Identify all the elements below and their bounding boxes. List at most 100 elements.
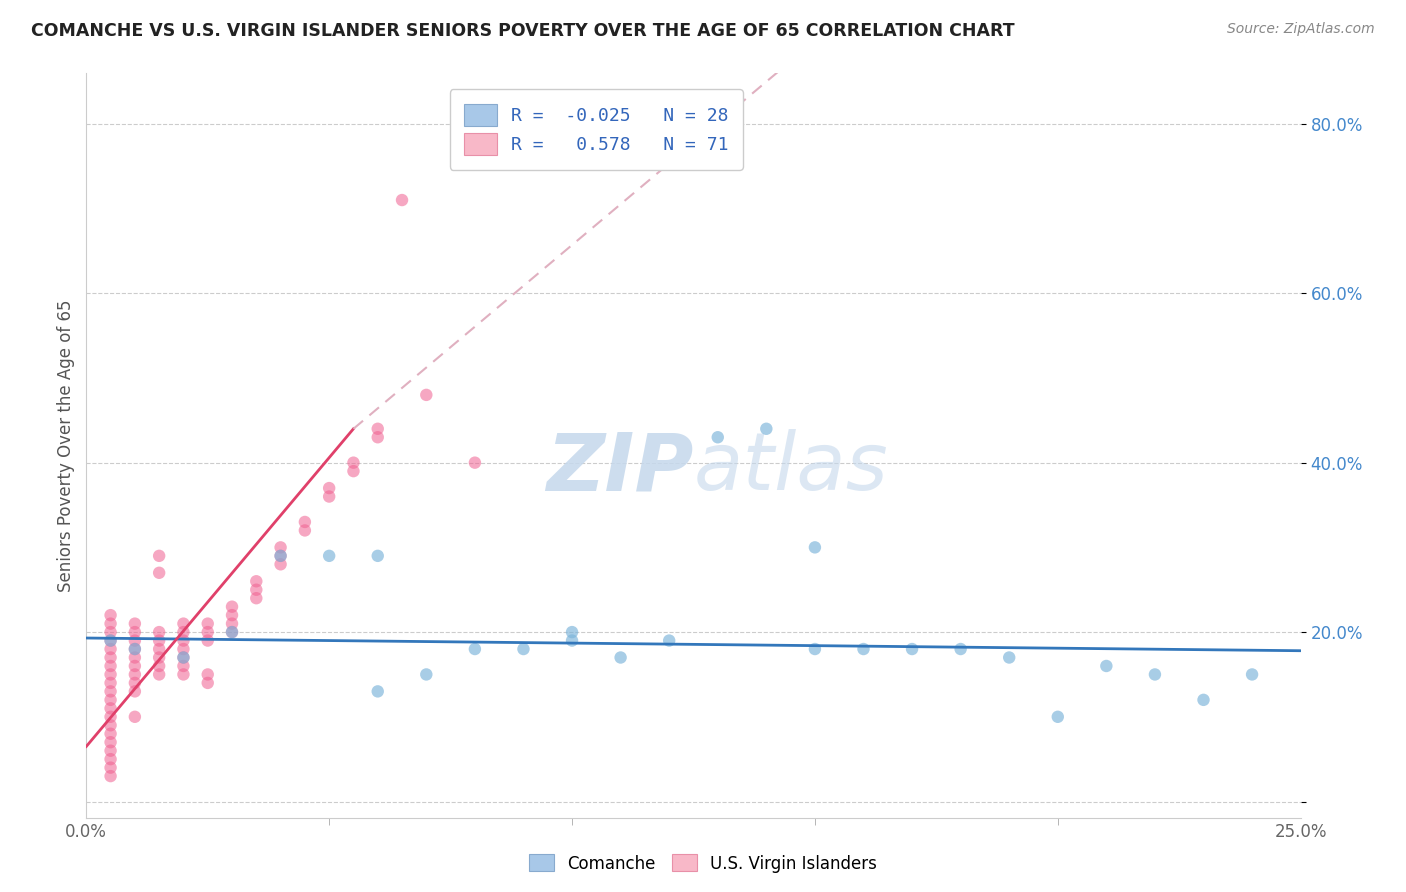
Legend: R =  -0.025   N = 28, R =   0.578   N = 71: R = -0.025 N = 28, R = 0.578 N = 71 bbox=[450, 89, 742, 169]
Text: COMANCHE VS U.S. VIRGIN ISLANDER SENIORS POVERTY OVER THE AGE OF 65 CORRELATION : COMANCHE VS U.S. VIRGIN ISLANDER SENIORS… bbox=[31, 22, 1015, 40]
Point bbox=[100, 710, 122, 724]
Point bbox=[512, 642, 534, 657]
Point bbox=[100, 659, 122, 673]
Point bbox=[949, 642, 972, 657]
Point bbox=[124, 625, 146, 640]
Point bbox=[1241, 667, 1264, 681]
Text: ZIP: ZIP bbox=[546, 429, 693, 507]
Point bbox=[148, 566, 170, 580]
Point bbox=[100, 642, 122, 657]
Point bbox=[124, 676, 146, 690]
Point bbox=[148, 650, 170, 665]
Point bbox=[100, 727, 122, 741]
Point bbox=[706, 430, 728, 444]
Point bbox=[100, 701, 122, 715]
Point bbox=[294, 524, 316, 538]
Point bbox=[391, 193, 413, 207]
Point bbox=[221, 625, 243, 640]
Point bbox=[367, 422, 389, 436]
Point bbox=[172, 667, 194, 681]
Point bbox=[100, 735, 122, 749]
Point bbox=[100, 693, 122, 707]
Point bbox=[148, 633, 170, 648]
Point bbox=[100, 625, 122, 640]
Point bbox=[172, 625, 194, 640]
Point bbox=[464, 642, 486, 657]
Point bbox=[197, 616, 219, 631]
Point bbox=[852, 642, 875, 657]
Point bbox=[270, 549, 292, 563]
Point bbox=[221, 608, 243, 623]
Point bbox=[100, 608, 122, 623]
Point bbox=[221, 616, 243, 631]
Point bbox=[804, 541, 827, 555]
Point bbox=[367, 684, 389, 698]
Point bbox=[100, 616, 122, 631]
Point bbox=[998, 650, 1021, 665]
Point bbox=[124, 633, 146, 648]
Point bbox=[1046, 710, 1069, 724]
Point bbox=[172, 633, 194, 648]
Point bbox=[415, 388, 437, 402]
Point bbox=[270, 549, 292, 563]
Point bbox=[415, 667, 437, 681]
Point bbox=[270, 541, 292, 555]
Point bbox=[100, 633, 122, 648]
Point bbox=[124, 650, 146, 665]
Point bbox=[124, 616, 146, 631]
Point bbox=[148, 549, 170, 563]
Point bbox=[124, 684, 146, 698]
Point bbox=[148, 659, 170, 673]
Point bbox=[100, 761, 122, 775]
Point bbox=[124, 642, 146, 657]
Point bbox=[294, 515, 316, 529]
Y-axis label: Seniors Poverty Over the Age of 65: Seniors Poverty Over the Age of 65 bbox=[58, 300, 75, 592]
Point bbox=[197, 676, 219, 690]
Point bbox=[221, 599, 243, 614]
Point bbox=[609, 650, 631, 665]
Text: Source: ZipAtlas.com: Source: ZipAtlas.com bbox=[1227, 22, 1375, 37]
Point bbox=[124, 642, 146, 657]
Point bbox=[172, 650, 194, 665]
Point bbox=[124, 659, 146, 673]
Point bbox=[124, 667, 146, 681]
Point bbox=[270, 558, 292, 572]
Text: atlas: atlas bbox=[693, 429, 889, 507]
Point bbox=[245, 574, 267, 589]
Point bbox=[561, 625, 583, 640]
Point bbox=[100, 650, 122, 665]
Point bbox=[172, 650, 194, 665]
Point bbox=[318, 490, 340, 504]
Point bbox=[148, 667, 170, 681]
Point bbox=[1095, 659, 1118, 673]
Point bbox=[172, 659, 194, 673]
Point bbox=[755, 422, 778, 436]
Point bbox=[658, 633, 681, 648]
Point bbox=[804, 642, 827, 657]
Point bbox=[342, 456, 364, 470]
Point bbox=[221, 625, 243, 640]
Point bbox=[464, 456, 486, 470]
Point bbox=[245, 591, 267, 606]
Point bbox=[245, 582, 267, 597]
Point bbox=[367, 549, 389, 563]
Point bbox=[197, 633, 219, 648]
Point bbox=[124, 710, 146, 724]
Point bbox=[197, 625, 219, 640]
Point bbox=[172, 642, 194, 657]
Point bbox=[100, 718, 122, 732]
Point bbox=[100, 769, 122, 783]
Point bbox=[318, 481, 340, 495]
Point bbox=[197, 667, 219, 681]
Point bbox=[100, 744, 122, 758]
Point bbox=[100, 676, 122, 690]
Point bbox=[148, 642, 170, 657]
Point bbox=[100, 633, 122, 648]
Point bbox=[901, 642, 924, 657]
Point bbox=[561, 633, 583, 648]
Point bbox=[172, 616, 194, 631]
Point bbox=[342, 464, 364, 478]
Legend: Comanche, U.S. Virgin Islanders: Comanche, U.S. Virgin Islanders bbox=[522, 847, 884, 880]
Point bbox=[148, 625, 170, 640]
Point bbox=[318, 549, 340, 563]
